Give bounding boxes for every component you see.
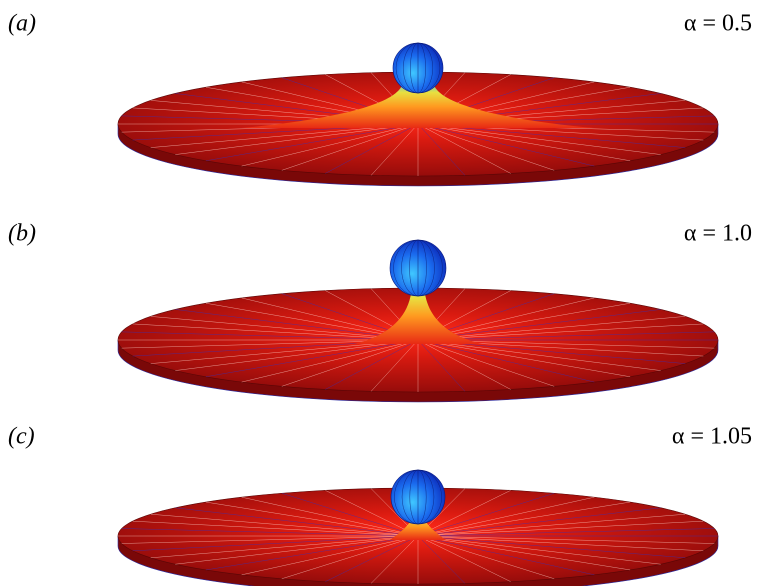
surface	[118, 43, 718, 186]
panel: (a) α = 0.5	[8, 11, 752, 187]
panel-parameter: α = 1.05	[672, 424, 752, 450]
surface	[118, 240, 718, 402]
panel-parameter: α = 1.0	[684, 221, 752, 247]
panel: (b) α = 1.0	[8, 221, 752, 403]
surface	[118, 470, 718, 586]
panel: (c) α = 1.05	[8, 424, 752, 586]
sphere	[391, 470, 445, 524]
panel-label: (b)	[8, 221, 36, 247]
figure: (a) α = 0.5 (b) α = 1.0 (c) α = 1.05	[0, 0, 760, 586]
panel-parameter: α = 0.5	[684, 11, 752, 37]
panel-label: (a)	[8, 11, 36, 37]
sphere	[393, 43, 443, 93]
sphere	[390, 240, 446, 296]
panel-label: (c)	[8, 424, 35, 450]
